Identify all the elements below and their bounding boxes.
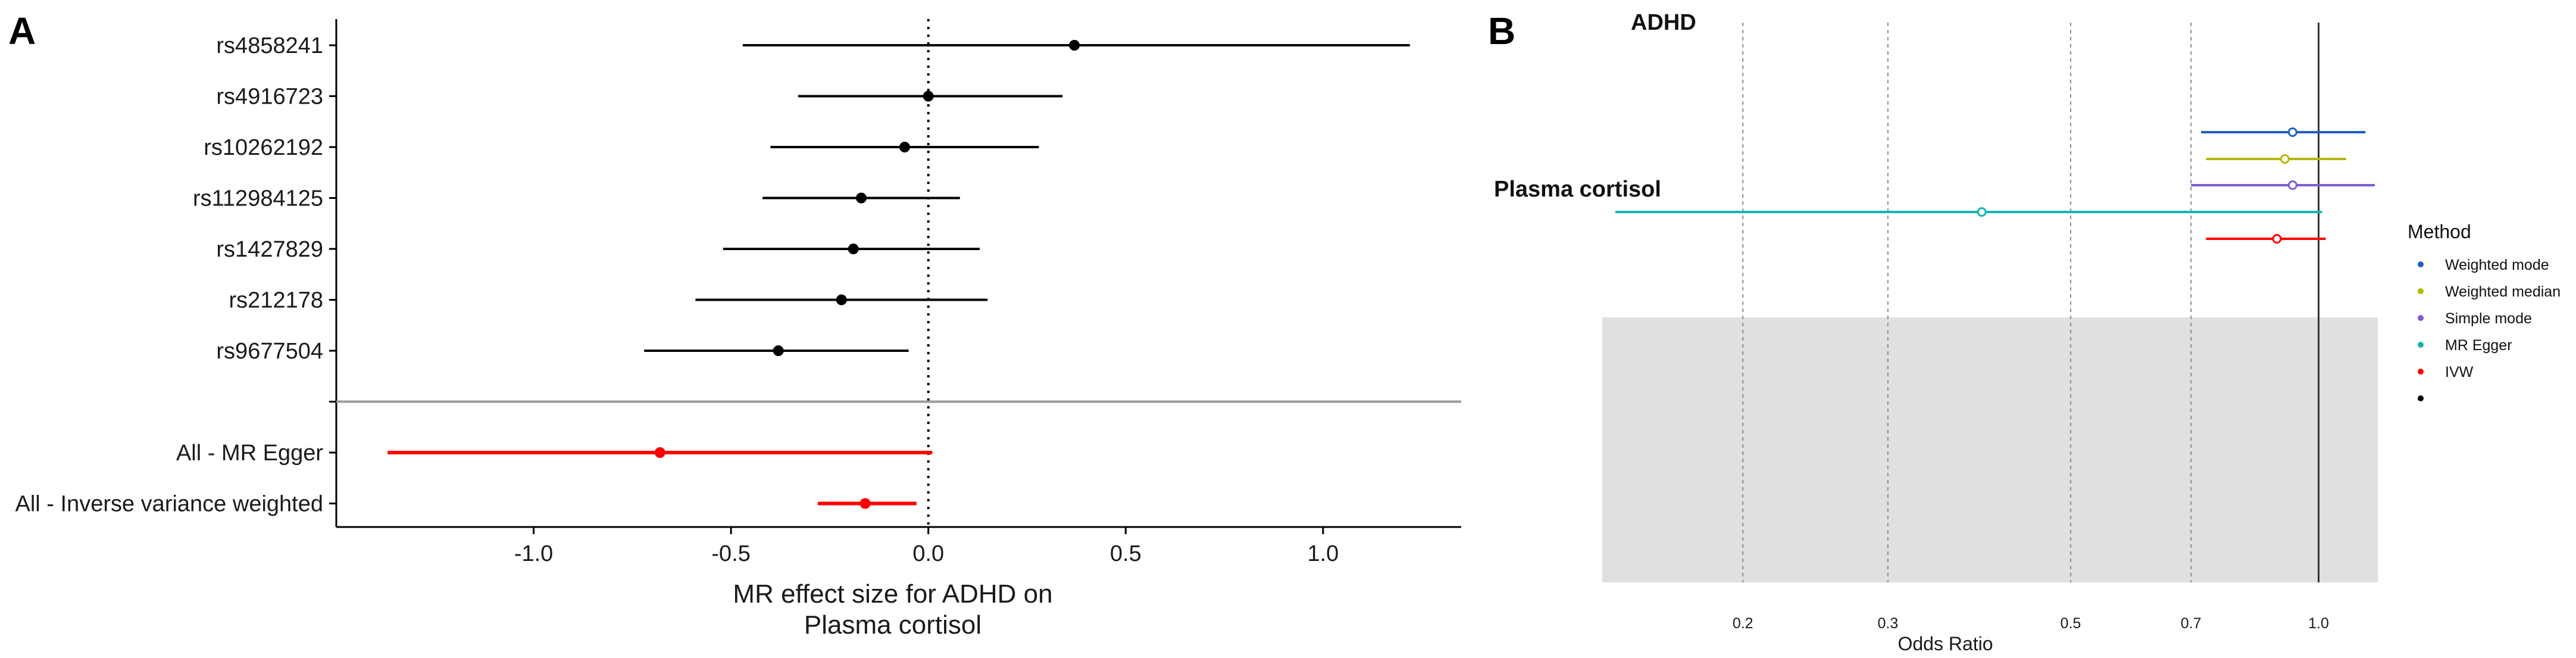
- estimate-point: [2272, 234, 2282, 244]
- legend-key: [2418, 261, 2424, 267]
- y-tick-label: rs4916723: [216, 85, 323, 110]
- x-axis-title: Odds Ratio: [1897, 633, 1993, 654]
- legend-entry-label: MR Egger: [2445, 337, 2512, 354]
- estimate-point: [899, 142, 910, 152]
- estimate-point: [654, 447, 665, 458]
- x-tick-label: 0.5: [2061, 615, 2081, 632]
- estimate-point: [859, 498, 871, 509]
- estimate-point: [1977, 207, 1987, 217]
- estimate-point: [848, 244, 859, 254]
- x-tick-label: -0.5: [711, 541, 750, 566]
- x-axis-title: Plasma cortisol: [804, 610, 981, 640]
- y-tick-label: rs112984125: [193, 186, 323, 211]
- x-tick-label: 0.7: [2181, 615, 2202, 632]
- legend-entry-label: Simple mode: [2445, 310, 2532, 327]
- legend-entry-label: Weighted mode: [2445, 257, 2549, 273]
- estimate-point: [923, 91, 934, 102]
- estimate-point: [856, 192, 867, 204]
- legend-key: [2418, 369, 2424, 375]
- legend-key: [2418, 288, 2424, 294]
- y-tick-label: All - MR Egger: [176, 441, 323, 466]
- x-tick-label: -1.0: [514, 541, 553, 566]
- y-tick-label: rs9677504: [216, 339, 323, 364]
- legend-key: [2418, 315, 2424, 321]
- x-tick-label: 0.2: [1733, 615, 1753, 632]
- y-tick-label: rs4858241: [216, 33, 323, 58]
- group-label-plasma-cortisol: Plasma cortisol: [1494, 177, 1661, 202]
- legend-key: [2418, 342, 2424, 348]
- x-tick-label: 1.0: [2308, 615, 2329, 632]
- panel-b-letter: B: [1488, 10, 1515, 52]
- legend-entry-label: IVW: [2445, 364, 2474, 381]
- estimate-point: [836, 294, 847, 305]
- panel-a-letter: A: [8, 10, 36, 52]
- panel-a-forest-plot: rs4858241 rs4916723 rs10262192 rs112984125 r…: [15, 19, 1461, 640]
- y-tick-label: rs212178: [229, 288, 323, 313]
- x-tick-label: 0.0: [912, 541, 944, 566]
- legend-entry-label: Weighted median: [2445, 283, 2561, 300]
- legend-title: Method: [2408, 221, 2471, 242]
- y-tick-label: rs10262192: [204, 135, 323, 160]
- estimate-point: [2287, 127, 2297, 137]
- x-tick-label: 0.3: [1878, 615, 1899, 632]
- legend-key: [2418, 395, 2424, 401]
- panel-b-forest-plot: 0.2 0.3 0.5 0.7 1.0 ADHD Plasma cortisol Odds R…: [1494, 10, 2561, 654]
- group-label-adhd: ADHD: [1631, 10, 1696, 35]
- y-tick-label: rs1427829: [216, 237, 323, 262]
- estimate-point: [2287, 180, 2297, 190]
- x-tick-label: 1.0: [1307, 541, 1339, 566]
- estimate-point: [773, 345, 784, 356]
- estimate-point: [1069, 40, 1080, 51]
- y-tick-label: All - Inverse variance weighted: [15, 492, 323, 517]
- x-axis-title: MR effect size for ADHD on: [733, 579, 1052, 609]
- x-tick-label: 0.5: [1110, 541, 1142, 566]
- estimate-point: [2280, 154, 2290, 164]
- shaded-band: [1602, 317, 2378, 582]
